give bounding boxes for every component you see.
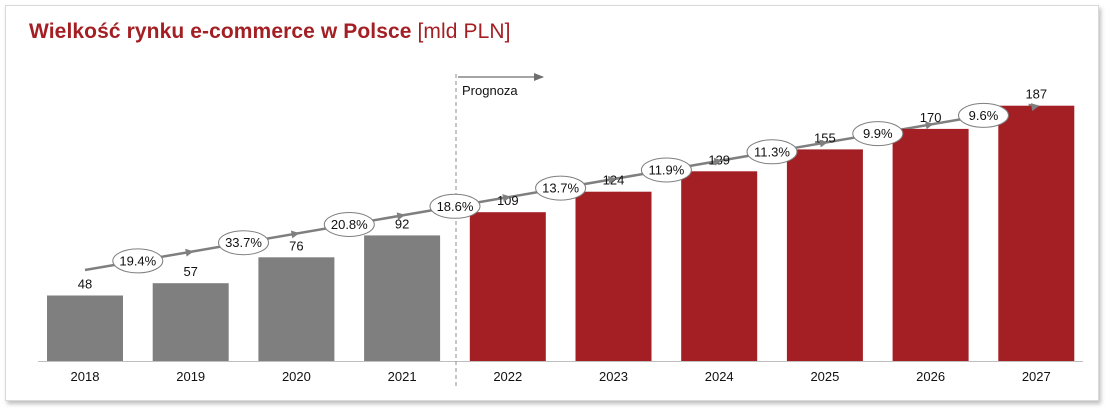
bar-2022 [469,212,546,361]
trend-arrowhead-icon [819,139,828,148]
value-label-2018: 48 [78,277,92,292]
trend-arrowhead-icon [607,175,617,184]
x-tick-label-2023: 2023 [599,369,628,384]
x-tick-label-2020: 2020 [282,369,311,384]
value-label-2022: 109 [497,193,519,208]
value-label-2019: 57 [183,264,197,279]
growth-rate-label: 11.3% [754,144,790,159]
growth-rate-label: 19.4% [119,253,156,268]
trend-arrowhead-icon [502,194,511,203]
trend-arrowhead-icon [713,157,723,166]
x-tick-label-2026: 2026 [916,369,945,384]
growth-rate-oval [112,248,164,274]
value-label-2020: 76 [289,238,303,253]
value-label-2021: 92 [395,216,409,231]
x-tick-label-2021: 2021 [388,369,417,384]
x-tick-label-2024: 2024 [705,369,734,384]
bar-2024 [681,171,758,361]
bar-2018 [47,295,123,361]
growth-rate-label: 18.6% [437,199,474,214]
trend-arrowhead-icon [290,230,300,239]
value-label-2025: 155 [814,130,836,145]
growth-rate-label: 20.8% [331,217,368,232]
bar-2027 [998,105,1075,361]
x-tick-label-2027: 2027 [1022,369,1051,384]
growth-rate-label: 9.6% [969,108,999,123]
forecast-label: Prognoza [462,83,518,98]
x-tick-label-2022: 2022 [493,369,522,384]
bar-2019 [152,283,229,361]
trend-arrowhead-icon [185,248,194,257]
growth-rate-oval [323,212,375,237]
growth-rate-label: 13.7% [542,181,579,196]
growth-rate-label: 33.7% [225,235,262,250]
x-tick-label-2019: 2019 [176,369,205,384]
growth-rate-oval [535,175,587,201]
bar-2021 [364,235,441,361]
trend-arrowhead-icon [925,121,934,130]
growth-rate-label: 9.9% [863,126,893,141]
bar-2025 [786,149,863,361]
value-label-2027: 187 [1025,87,1047,102]
x-tick-label-2018: 2018 [71,369,100,384]
trend-arrowhead-icon [396,212,406,221]
value-label-2026: 170 [920,110,942,125]
growth-rate-oval [218,230,269,256]
trend-arrowhead-icon [1030,103,1040,112]
bar-2023 [575,191,652,361]
chart-title-main: Wielkość rynku e-commerce w Polsce [29,20,412,43]
chart-title-unit: [mld PLN] [417,20,511,43]
bar-2020 [258,257,335,361]
growth-rate-label: 11.9% [648,163,684,178]
bar-2026 [892,128,969,361]
chart-title: Wielkość rynku e-commerce w Polsce [mld … [29,20,511,44]
growth-rate-oval [746,139,798,165]
growth-rate-oval [429,193,481,219]
growth-rate-oval [958,102,1009,128]
growth-rate-oval [852,121,904,147]
x-tick-label-2025: 2025 [810,369,839,384]
growth-rate-oval [640,157,692,183]
